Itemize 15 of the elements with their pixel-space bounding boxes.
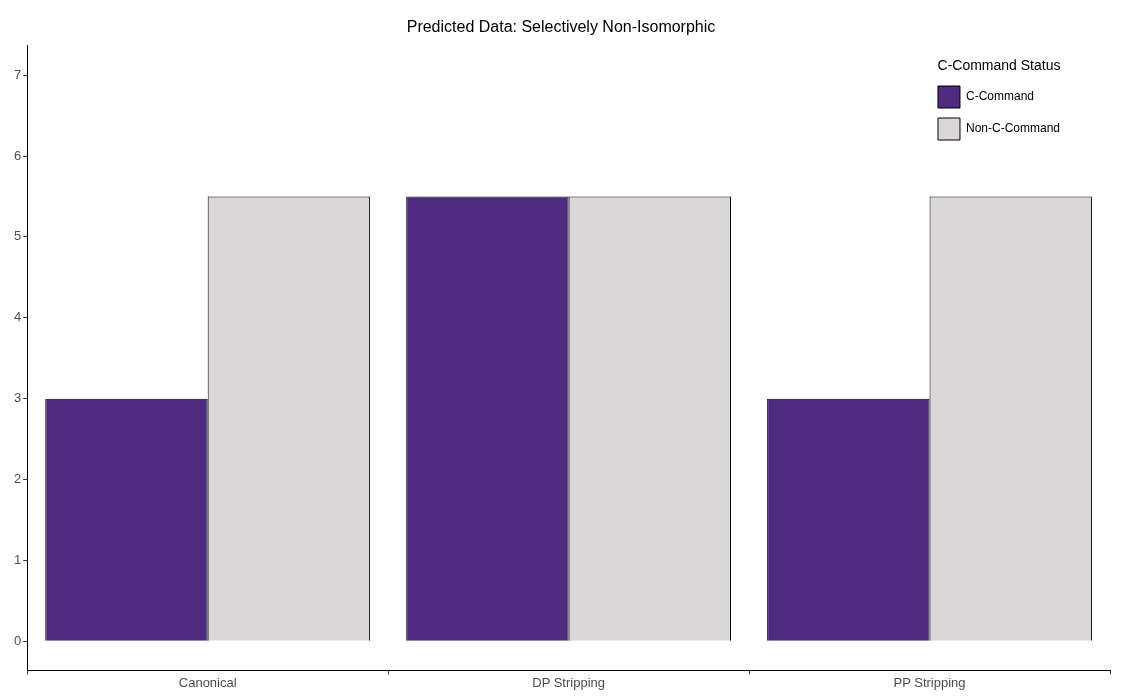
y-tick-label: 0 (14, 632, 22, 648)
x-tick-label: DP Stripping (532, 674, 605, 690)
x-tick-label: PP Stripping (893, 674, 966, 690)
y-tick-label: 6 (14, 147, 22, 163)
x-tick-label: Canonical (178, 674, 237, 690)
legend-label: Non-C-Command (965, 121, 1061, 136)
y-tick-label: 2 (14, 471, 22, 487)
y-tick-label: 4 (14, 309, 22, 325)
legend-label: C-Command (965, 89, 1034, 104)
legend-title: C-Command Status (937, 57, 1061, 74)
y-tick-label: 5 (14, 228, 22, 244)
y-tick-label: 7 (14, 66, 22, 82)
chart-title: Predicted Data: Selectively Non-Isomorphic (406, 18, 716, 36)
y-tick-label: 1 (14, 551, 22, 567)
y-tick-label: 3 (14, 390, 22, 406)
